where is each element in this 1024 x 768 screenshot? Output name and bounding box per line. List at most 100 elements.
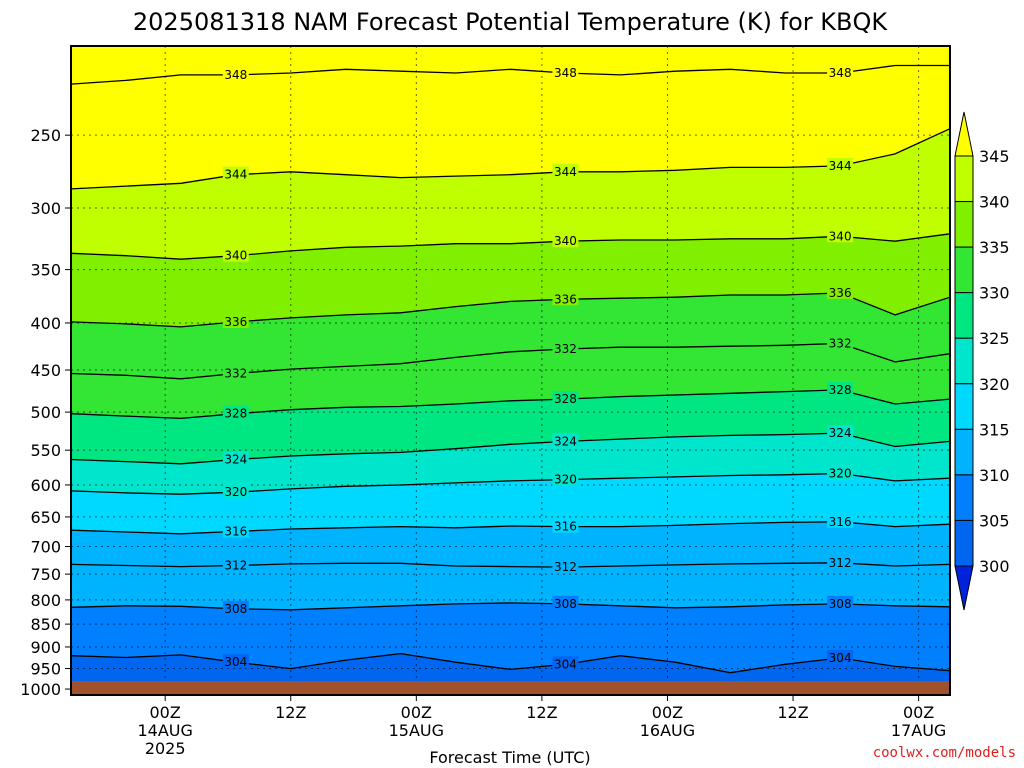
theta-band [71, 343, 950, 419]
colorbar-label: 345 [979, 147, 1010, 166]
contour-label-bg [222, 66, 249, 81]
colorbar-label: 335 [979, 238, 1010, 257]
x-tick-year: 2025 [145, 739, 186, 758]
contour-label-bg [552, 291, 579, 306]
x-tick-date: 14AUG [137, 721, 192, 740]
contour-label-bg [552, 65, 579, 80]
y-tick-label: 350 [30, 261, 61, 280]
contour-label-bg [222, 484, 249, 499]
theta-band [71, 65, 950, 189]
y-tick-label: 550 [30, 441, 61, 460]
colorbar-swatch [954, 428, 974, 476]
colorbar-swatch [954, 246, 974, 294]
theta-band [71, 46, 950, 85]
contour-label: 344 [554, 165, 577, 179]
contour-label: 344 [224, 168, 247, 182]
contour-label-bg [222, 523, 249, 538]
x-tick-date: 15AUG [389, 721, 444, 740]
colorbar-swatch [954, 519, 974, 567]
x-tick-label: 12Z [777, 703, 808, 722]
contour-label: 328 [829, 383, 852, 397]
y-tick-label: 450 [30, 361, 61, 380]
colorbar-label: 325 [979, 329, 1010, 348]
contour-line [71, 652, 950, 674]
contour-label-bg [552, 433, 579, 448]
contour-label-bg [552, 656, 579, 671]
colorbar-swatch [954, 292, 974, 339]
contour-label-bg [552, 341, 579, 356]
contour-label-bg [222, 365, 249, 380]
y-tick-label: 400 [30, 314, 61, 333]
contour-label: 336 [224, 315, 247, 329]
contour-line [71, 432, 950, 465]
y-tick-label: 700 [30, 538, 61, 557]
contour-label-bg [222, 247, 249, 262]
contour-label-bg [827, 425, 854, 440]
contour-label-bg [827, 554, 854, 569]
contour-line [71, 64, 950, 85]
contour-label-bg [827, 65, 854, 80]
x-tick-label: 00Z [652, 703, 683, 722]
theta-band [71, 292, 950, 379]
contour-label: 324 [829, 426, 852, 440]
y-tick-label: 250 [30, 126, 61, 145]
contour-label: 316 [224, 524, 247, 538]
contour-label-bg [827, 465, 854, 480]
y-axis: 250 300 350 400 450 500 550 600 650 700 750 800 850 9… [20, 126, 71, 699]
contour-label: 304 [829, 651, 852, 665]
contour-label: 336 [554, 292, 577, 306]
y-tick-label: 750 [30, 565, 61, 584]
contour-label-bg [552, 595, 579, 610]
colorbar-label: 315 [979, 420, 1010, 439]
contour-label-bg [222, 600, 249, 615]
contour-label-bg [222, 405, 249, 420]
contour-label-bg [552, 518, 579, 533]
y-tick-label: 900 [30, 638, 61, 657]
colorbar-label: 340 [979, 193, 1010, 212]
contour-label: 332 [554, 342, 577, 356]
contour-label-bg [552, 163, 579, 178]
contour-label-bg [827, 284, 854, 299]
x-axis-label: Forecast Time (UTC) [429, 748, 590, 767]
colorbar-label: 330 [979, 284, 1010, 303]
watermark: coolwx.com/models [873, 745, 1016, 761]
contour-label-bg [552, 233, 579, 248]
x-tick-label: 00Z [150, 703, 181, 722]
contour-label-bg [222, 654, 249, 669]
contour-label: 312 [224, 558, 247, 572]
contour-label: 336 [829, 286, 852, 300]
colorbar-swatch [954, 201, 974, 248]
contour-label: 348 [554, 66, 577, 80]
contour-label: 328 [554, 392, 577, 406]
colorbar-cap-top [954, 111, 974, 157]
contour-label: 332 [829, 336, 852, 350]
contour-lines [71, 64, 950, 674]
contour-line [71, 233, 950, 260]
contour-line [71, 128, 950, 190]
contour-label-bg [827, 228, 854, 243]
colorbar-swatch [954, 155, 974, 203]
grid-lines [71, 46, 950, 695]
theta-band [71, 389, 950, 464]
contour-line [71, 562, 950, 568]
colorbar-swatch [954, 383, 974, 430]
ground-strip [71, 681, 950, 695]
x-tick-label: 12Z [275, 703, 306, 722]
x-tick-date: 16AUG [640, 721, 695, 740]
contour-label: 340 [829, 229, 852, 243]
plot-area: 348 348 348 344 344 344 340 340 340 336 336 336 332 3… [71, 46, 950, 695]
contour-label: 320 [554, 473, 577, 487]
x-tick-label: 00Z [903, 703, 934, 722]
y-tick-label: 1000 [20, 680, 61, 699]
colorbar-label: 305 [979, 511, 1010, 530]
contour-label: 320 [224, 485, 247, 499]
contour-line [71, 342, 950, 380]
y-tick-label: 850 [30, 615, 61, 634]
contour-label: 324 [554, 434, 577, 448]
contour-label-bg [222, 451, 249, 466]
contour-line [71, 521, 950, 535]
colorbar-label: 320 [979, 375, 1010, 394]
contour-label: 308 [554, 597, 577, 611]
contour-label: 304 [224, 655, 247, 669]
